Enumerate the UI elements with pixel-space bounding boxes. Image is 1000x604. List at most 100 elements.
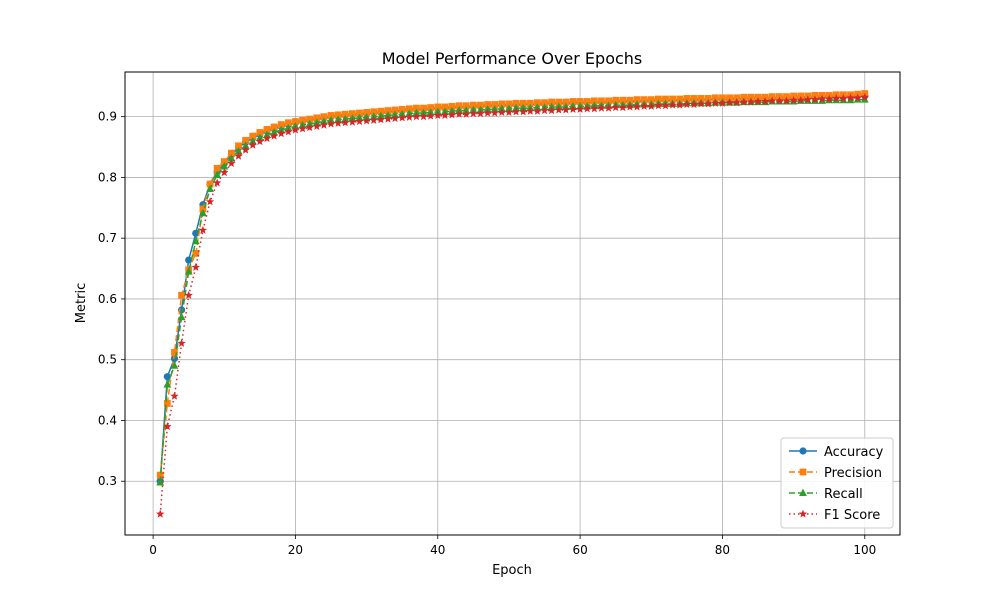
precision-point	[598, 97, 605, 105]
precision-point	[548, 98, 556, 106]
precision-point	[192, 249, 200, 257]
precision-point	[583, 98, 591, 105]
f1-score-point	[469, 109, 478, 118]
precision-point	[427, 104, 435, 111]
precision-point	[541, 99, 548, 107]
y-tick-label: 0.4	[98, 413, 117, 427]
precision-point	[697, 95, 705, 102]
precision-point	[633, 96, 641, 104]
f1-score-point	[853, 93, 862, 102]
precision-point	[270, 123, 278, 131]
precision-point	[576, 98, 584, 105]
f1-score-point	[419, 112, 428, 121]
recall-point	[241, 141, 250, 149]
precision-point	[676, 95, 684, 103]
f1-score-point	[860, 92, 869, 101]
f1-score-point	[234, 151, 243, 160]
f1-score-point	[540, 106, 549, 115]
recall-line	[159, 98, 865, 483]
precision-point	[441, 103, 449, 111]
legend-label-recall: Recall	[824, 487, 863, 502]
f1-score-point	[632, 102, 642, 111]
f1-score-point	[682, 100, 692, 109]
f1-score-point	[782, 96, 791, 105]
precision-point	[733, 94, 741, 102]
precision-point	[384, 107, 392, 114]
f1-score-point	[170, 391, 179, 400]
legend-label-f1-score: F1 Score	[824, 508, 880, 523]
f1-score-point	[696, 99, 706, 108]
f1-score-point	[718, 98, 727, 107]
recall-point	[206, 184, 214, 192]
precision-point	[534, 99, 541, 107]
precision-point	[605, 97, 612, 105]
precision-point	[377, 107, 385, 115]
precision-point	[341, 110, 349, 118]
f1-score-point	[205, 197, 215, 206]
f1-score-point	[817, 94, 827, 103]
precision-point	[348, 110, 356, 118]
precision-point	[320, 113, 328, 121]
chart-title: Model Performance Over Epochs	[382, 49, 643, 68]
f1-score-point	[526, 106, 535, 115]
f1-score-point	[333, 118, 343, 127]
recall-point	[227, 154, 236, 162]
f1-score-point	[497, 108, 507, 116]
legend-marker-f1-score	[798, 509, 808, 518]
precision-line	[159, 92, 865, 476]
recall-point	[163, 380, 172, 388]
y-tick-label: 0.6	[98, 292, 117, 306]
f1-score-point	[198, 225, 208, 234]
legend-marker-recall	[799, 488, 807, 496]
f1-score-point	[447, 110, 457, 119]
f1-score-point	[462, 109, 471, 118]
f1-score-point	[839, 94, 848, 102]
precision-point	[434, 103, 442, 111]
precision-point	[526, 99, 534, 107]
f1-score-point	[440, 111, 450, 119]
precision-point	[213, 164, 221, 172]
f1-score-point	[561, 105, 571, 114]
f1-score-point	[554, 105, 563, 114]
recall-point	[177, 312, 186, 321]
precision-point	[690, 95, 698, 102]
precision-point	[491, 101, 499, 108]
f1-score-point	[611, 103, 620, 112]
recall-point	[191, 236, 200, 245]
f1-score-point	[362, 116, 371, 125]
f1-score-point	[433, 111, 442, 119]
f1-score-point	[227, 159, 236, 168]
data-series	[156, 90, 869, 518]
precision-point	[292, 118, 299, 125]
x-tick-label: 40	[430, 543, 445, 557]
precision-point	[334, 111, 342, 119]
f1-score-point	[583, 104, 592, 113]
legend: Accuracy Precision Recall F1 Score	[780, 437, 894, 529]
f1-score-point	[810, 95, 820, 104]
precision-point	[462, 102, 470, 110]
f1-score-point	[768, 96, 777, 105]
f1-score-point	[547, 106, 556, 115]
precision-point	[363, 109, 371, 116]
f1-score-point	[654, 101, 663, 110]
precision-point	[299, 116, 306, 124]
x-axis-ticks: 0 20 40 60 80 100	[149, 535, 876, 557]
f1-score-point	[533, 106, 542, 115]
precision-point	[263, 126, 271, 133]
f1-score-point	[348, 117, 357, 126]
f1-score-point	[625, 102, 635, 111]
f1-score-line	[159, 96, 865, 515]
recall-point	[234, 146, 243, 155]
f1-score-point	[704, 99, 713, 108]
f1-score-point	[163, 422, 172, 431]
y-tick-label: 0.9	[98, 110, 117, 124]
f1-score-point	[668, 100, 677, 109]
f1-score-point	[220, 168, 229, 177]
legend-marker-precision	[799, 468, 807, 476]
f1-score-point	[789, 95, 798, 104]
precision-point	[249, 132, 257, 140]
precision-point	[405, 105, 413, 113]
f1-score-point	[454, 109, 464, 118]
f1-score-point	[241, 145, 250, 154]
